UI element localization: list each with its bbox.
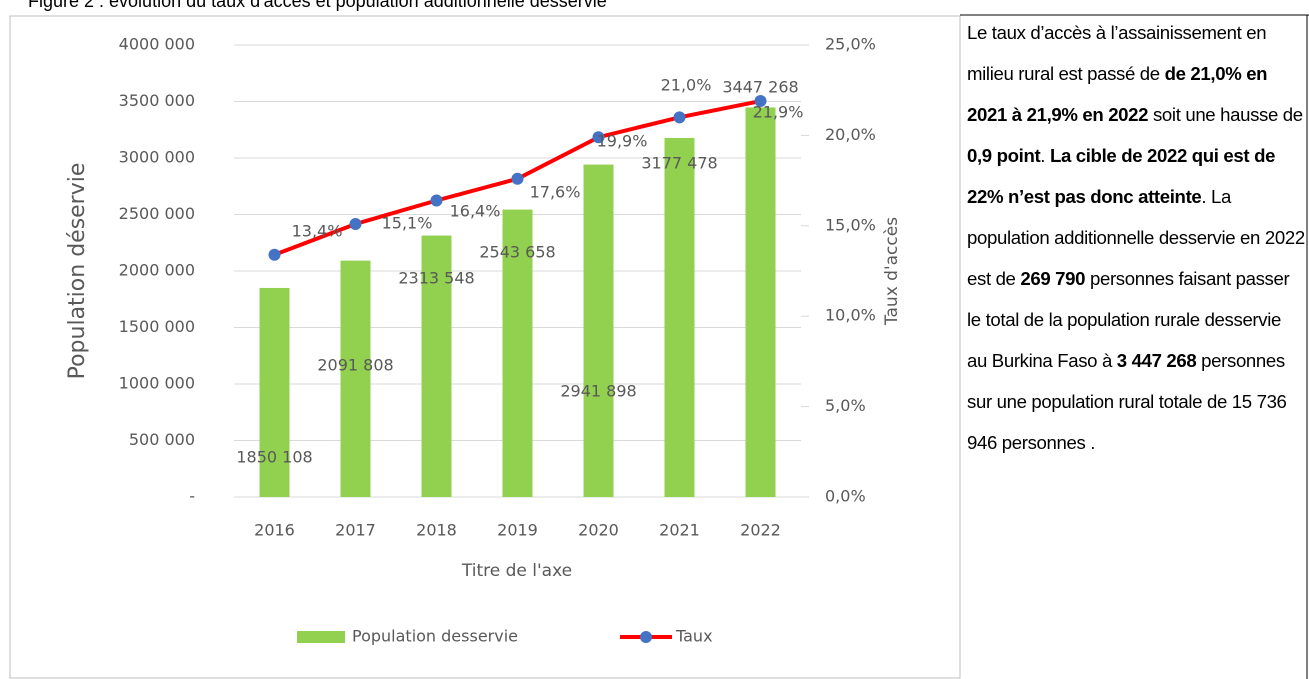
line-marker (349, 217, 362, 230)
data-label: 2091 808 (317, 356, 393, 375)
y-tick-label: 2500 000 (119, 204, 195, 223)
line-marker (430, 194, 443, 207)
data-label: 13,4% (292, 222, 343, 241)
data-label: 2941 898 (560, 382, 636, 401)
x-tick-label: 2016 (254, 521, 295, 540)
text-run: 269 790 (1020, 268, 1086, 289)
line-marker (592, 131, 605, 144)
legend-label: Population desservie (352, 627, 518, 646)
y-tick-label: 3500 000 (119, 91, 195, 110)
data-label: 21,9% (753, 103, 804, 122)
x-tick-label: 2019 (497, 521, 538, 540)
text-run: personnes sur une population rural total… (967, 350, 1287, 453)
x-tick-label: 2022 (740, 521, 781, 540)
data-label: 21,0% (661, 76, 712, 95)
legend-label: Taux (675, 627, 713, 646)
text-run: soit une hausse de (1148, 104, 1303, 125)
y2-tick-label: 0,0% (825, 487, 866, 506)
text-run: La cible de 2022 qui est de 22% n’est pa… (967, 145, 1276, 207)
line-marker (754, 95, 767, 108)
x-axis-title: Titre de l'axe (461, 561, 572, 581)
line-marker (511, 172, 524, 185)
legend-swatch (297, 631, 345, 643)
y-tick-label: 4000 000 (119, 35, 195, 54)
text-run: 3 447 268 (1116, 350, 1197, 371)
data-label: 19,9% (597, 132, 648, 151)
text-run: . La population additionnelle desservie … (967, 186, 1305, 289)
data-label: 2313 548 (398, 269, 474, 288)
text-run: personnes faisant passer le total de la … (967, 268, 1290, 371)
line-marker (268, 248, 281, 261)
data-label: 15,1% (382, 214, 433, 233)
y2-tick-label: 10,0% (825, 306, 876, 325)
y-tick-label: 1000 000 (119, 374, 195, 393)
x-tick-label: 2018 (416, 521, 457, 540)
y-tick-label: 500 000 (129, 430, 195, 449)
text-run: . (1040, 145, 1050, 166)
y-axis-title: Population déservie (65, 163, 90, 380)
bar (421, 235, 452, 497)
y2-axis-title: Taux d'accès (882, 217, 902, 326)
data-label: 17,6% (530, 183, 581, 202)
bar (745, 107, 776, 498)
y-tick-label: 2000 000 (119, 261, 195, 280)
y-tick-label: 3000 000 (119, 148, 195, 167)
data-label: 3447 268 (722, 78, 798, 97)
y-tick-label: - (189, 487, 195, 506)
y2-tick-label: 20,0% (825, 125, 876, 144)
x-tick-label: 2021 (659, 521, 700, 540)
line-marker (673, 111, 686, 124)
data-label: 2543 658 (479, 243, 555, 262)
y2-tick-label: 25,0% (825, 35, 876, 54)
bar (502, 209, 533, 497)
bar (664, 137, 695, 497)
paragraph: Le taux d’accès à l’assainissement en mi… (967, 12, 1305, 463)
caption: Figure 2 : évolution du taux d'accès et … (28, 0, 607, 11)
bar (259, 287, 290, 497)
data-label: 3177 478 (641, 154, 717, 173)
text-run: Le taux d’accès à l’assainissement en mi… (967, 22, 1267, 84)
chart-frame (9, 15, 961, 679)
text-run: de 21,0% en 2021 à 21,9% en 2022 (967, 63, 1268, 125)
y2-tick-label: 15,0% (825, 215, 876, 234)
bar (583, 164, 614, 497)
x-tick-label: 2017 (335, 521, 376, 540)
data-label: 1850 108 (236, 448, 312, 467)
x-tick-label: 2020 (578, 521, 619, 540)
y2-tick-label: 5,0% (825, 396, 866, 415)
y-tick-label: 1500 000 (119, 317, 195, 336)
data-label: 16,4% (450, 202, 501, 221)
legend-swatch (640, 631, 652, 643)
text-run: 0,9 point (967, 145, 1041, 166)
bar (340, 260, 371, 497)
